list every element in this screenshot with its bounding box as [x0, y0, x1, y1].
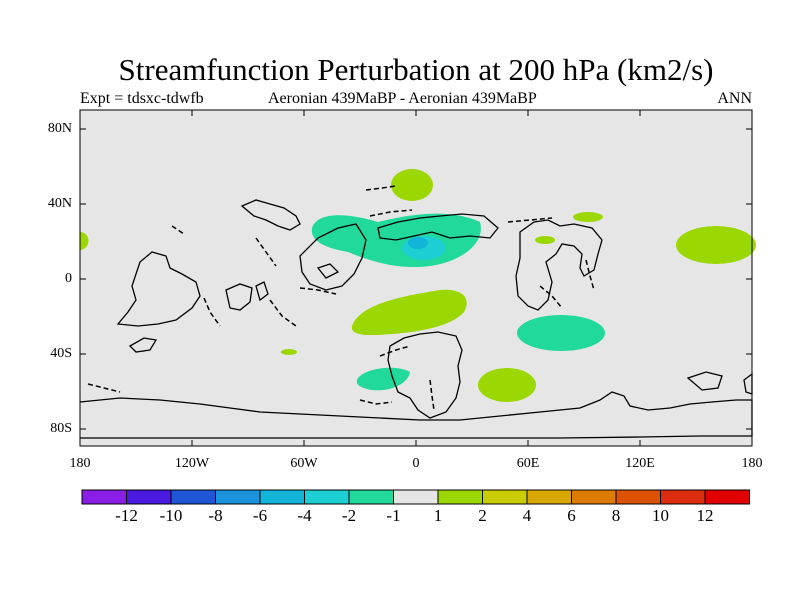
colorbar-label: 8	[611, 506, 621, 525]
coast-north-continent	[377, 213, 499, 241]
coast-pacific-continent	[116, 251, 201, 327]
colorbar-swatch-2	[126, 489, 172, 505]
lat-label-80n: 80N	[47, 121, 72, 136]
colorbar-swatch-6	[304, 489, 350, 505]
season-label: ANN	[717, 90, 752, 107]
colorbar-label: -4	[297, 506, 312, 525]
contour-positive-west-edge	[80, 232, 89, 250]
colorbar-swatch-3	[170, 489, 216, 505]
experiment-label: Expt = tdsxc-tdwfb	[80, 90, 204, 107]
contour-positive-small-1	[573, 212, 603, 222]
colorbar-swatch-8	[393, 489, 439, 505]
contour-negative-north-peak	[408, 237, 428, 249]
map-title: Streamfunction Perturbation at 200 hPa (…	[118, 52, 714, 87]
colorbar-label: 4	[522, 506, 532, 525]
colorbar-label: 1	[433, 506, 443, 525]
colorbar-swatch-1	[81, 489, 127, 505]
coast-southeast-island	[686, 371, 723, 391]
coast-south-polar	[79, 391, 753, 439]
dashed-chain-5	[203, 297, 221, 327]
dashed-chain-6	[269, 299, 297, 327]
coast-island-2	[255, 281, 269, 302]
contour-positive-tropics	[351, 289, 467, 336]
contour-negative-south	[356, 367, 410, 391]
lat-label-80s: 80S	[50, 421, 72, 436]
contour-negative-east	[517, 315, 605, 351]
dashed-chain-9	[539, 285, 563, 309]
colorbar-swatch-15	[704, 489, 750, 505]
lat-label-equator: 0	[65, 271, 72, 286]
lon-label-120w: 120W	[174, 456, 210, 471]
coast-northwest-continent	[240, 199, 301, 231]
colorbar-label: -6	[252, 506, 268, 525]
lat-label-40n: 40N	[47, 196, 72, 211]
colorbar-swatch-14	[660, 489, 706, 505]
coast-central-continent	[299, 223, 367, 291]
colorbar-label: -2	[341, 506, 357, 525]
lon-label-180e: 180	[741, 456, 763, 471]
dashed-chain-4	[255, 237, 277, 267]
dashed-chain-12	[379, 345, 411, 357]
lon-label-0: 0	[412, 456, 420, 471]
dashed-chain-10	[585, 259, 595, 291]
colorbar	[81, 489, 750, 505]
colorbar-label: -12	[115, 506, 138, 525]
colorbar-label: 6	[567, 506, 576, 525]
lat-label-40s: 40S	[50, 346, 72, 361]
colorbar-swatch-11	[526, 489, 572, 505]
colorbar-swatch-4	[215, 489, 261, 505]
lon-label-60w: 60W	[290, 456, 318, 471]
colorbar-swatch-10	[482, 489, 528, 505]
colorbar-label: 10	[652, 506, 669, 525]
colorbar-swatch-5	[259, 489, 305, 505]
contour-positive-small-3	[281, 349, 297, 355]
axis-ticks	[80, 110, 752, 446]
dashed-chain-2	[369, 209, 413, 217]
colorbar-label: -10	[159, 506, 183, 525]
colorbar-label: 2	[478, 506, 487, 525]
contour-positive-small-2	[535, 236, 555, 244]
lon-label-60e: 60E	[516, 456, 540, 471]
period-label: Aeronian 439MaBP - Aeronian 439MaBP	[268, 90, 537, 107]
coast-island-1	[225, 283, 253, 311]
coast-pacific-island	[128, 337, 158, 353]
contour-positive-arctic	[391, 169, 433, 201]
island-chains	[87, 185, 595, 411]
lon-label-120e: 120E	[625, 456, 655, 471]
contour-positive-far-east	[676, 226, 756, 264]
coast-gondwana-north	[387, 331, 463, 419]
dashed-chain-8	[87, 383, 121, 393]
colorbar-label: -1	[386, 506, 401, 525]
coast-east-continent	[515, 219, 603, 311]
dashed-chain-13	[171, 225, 185, 235]
colorbar-swatch-7	[348, 489, 394, 505]
coast-central-inlet	[316, 263, 340, 279]
dashed-chain-11	[359, 399, 393, 405]
contour-positive-south	[478, 368, 536, 402]
dashed-chain-1	[365, 185, 397, 191]
colorbar-label: -8	[208, 506, 223, 525]
lon-label-180w: 180	[69, 456, 91, 471]
colorbar-swatch-9	[437, 489, 483, 505]
colorbar-swatch-13	[615, 489, 661, 505]
dashed-chain-14	[429, 379, 435, 411]
colorbar-label: 12	[696, 506, 714, 525]
dashed-chain-7	[299, 287, 337, 295]
colorbar-swatch-12	[571, 489, 617, 505]
dashed-chain-3	[507, 217, 553, 223]
ocean-background	[80, 110, 752, 446]
